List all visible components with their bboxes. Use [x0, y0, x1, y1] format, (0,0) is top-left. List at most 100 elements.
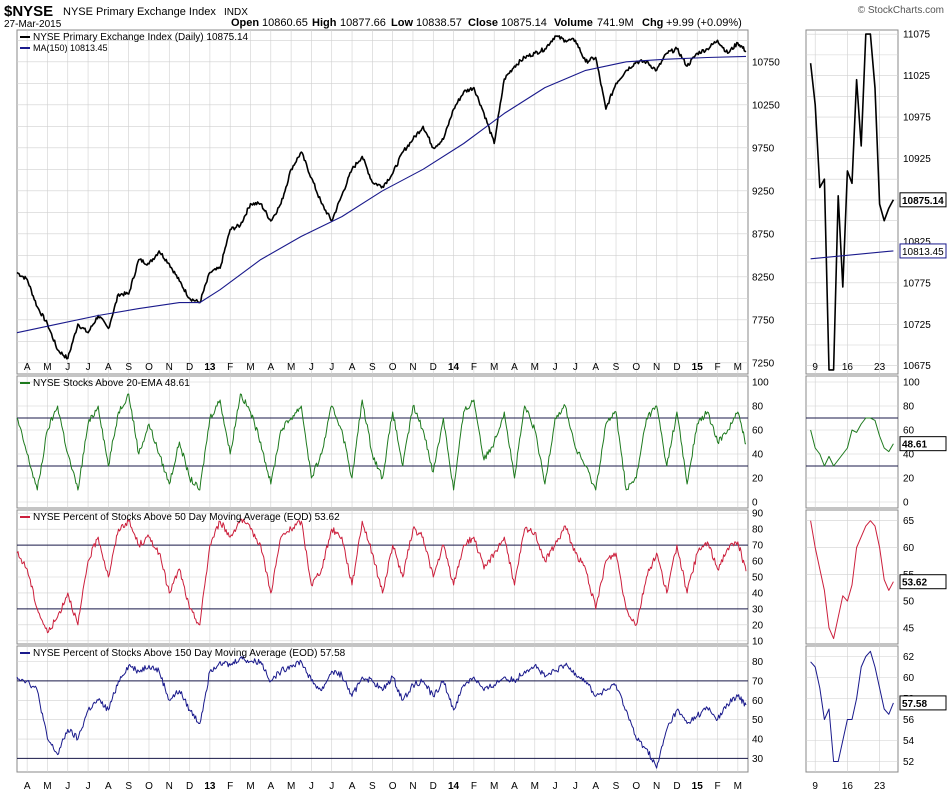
y-tick-label: 80 [752, 657, 764, 668]
x-tick-label-bottom: J [86, 781, 91, 792]
x-tick-label-bottom: D [430, 781, 437, 792]
zoom-panel-4: 52545658606257.58 [805, 645, 947, 773]
legend-label: NYSE Percent of Stocks Above 150 Day Mov… [33, 648, 346, 659]
main-panel-2: 0 20 40 60 80 100 NYSE Stocks Above 20-EMA 48.… [16, 375, 769, 509]
zoom-x-tick-label-top: 16 [842, 362, 854, 373]
exchange-label: INDX [224, 7, 248, 18]
series-line-nyse-stocks-above-20-ema [810, 417, 894, 467]
x-tick-label-top: S [613, 362, 620, 373]
y-tick-label: 70 [752, 676, 764, 687]
x-tick-label-bottom: S [125, 781, 132, 792]
x-tick-label-bottom: F [227, 781, 233, 792]
x-tick-label-top: O [389, 362, 397, 373]
y-tick-label: 10925 [903, 154, 931, 165]
zoom-x-tick-label-bottom: 23 [874, 781, 886, 792]
x-tick-label-top: A [105, 362, 112, 373]
x-tick-label-top: A [592, 362, 599, 373]
y-tick-label: 56 [903, 715, 915, 726]
last-value-badge [899, 436, 947, 452]
y-tick-label: 7750 [752, 315, 775, 326]
x-tick-label-bottom: O [389, 781, 397, 792]
panel-frame [805, 29, 899, 375]
chart-panels: 7250 7750 8250 8750 9250 9750 10250 10750 NYSE P… [16, 29, 947, 792]
panel-frame [805, 645, 899, 773]
x-tick-label-top: F [227, 362, 233, 373]
x-tick-label-top: J [86, 362, 91, 373]
x-tick-label-bottom: J [309, 781, 314, 792]
y-tick-label: 20 [752, 620, 764, 631]
x-tick-label-bottom: S [369, 781, 376, 792]
x-tick-label-top: M [43, 362, 51, 373]
y-tick-label: 10725 [903, 320, 931, 331]
close-value: 10875.14 [501, 17, 547, 29]
x-tick-label-top: A [511, 362, 518, 373]
y-tick-label: 100 [752, 378, 769, 389]
x-tick-label-bottom: M [490, 781, 498, 792]
series-line-nyse-primary-exchange-index-daily- [16, 35, 747, 360]
index-name-label: NYSE Primary Exchange Index [63, 6, 216, 18]
x-tick-label-top: A [267, 362, 274, 373]
last-value-label: 48.61 [902, 440, 927, 451]
x-tick-label-bottom: N [166, 781, 173, 792]
x-tick-label-bottom: M [246, 781, 254, 792]
last-value-badge [899, 243, 947, 259]
y-tick-label: 10750 [752, 57, 780, 68]
legend-label: NYSE Stocks Above 20-EMA 48.61 [33, 378, 190, 389]
zoom-x-tick-label-bottom: 16 [842, 781, 854, 792]
x-tick-label-bottom: A [592, 781, 599, 792]
volume-label: Volume [554, 17, 593, 29]
chg-value: +9.99 (+0.09%) [666, 17, 742, 29]
x-tick-label-top: A [349, 362, 356, 373]
x-tick-label-bottom: A [511, 781, 518, 792]
y-tick-label: 45 [903, 623, 915, 634]
zoom-x-tick-label-top: 9 [812, 362, 818, 373]
y-tick-label: 50 [752, 715, 764, 726]
chg-label: Chg [642, 17, 663, 29]
y-tick-label: 8250 [752, 272, 775, 283]
x-tick-label-bottom: N [653, 781, 660, 792]
x-tick-label-top: J [309, 362, 314, 373]
x-tick-label-top: M [734, 362, 742, 373]
x-tick-label-bottom: M [734, 781, 742, 792]
x-tick-label-top: 13 [204, 362, 216, 373]
y-tick-label: 10825 [903, 237, 931, 248]
x-tick-label-bottom: M [43, 781, 51, 792]
y-tick-label: 60 [903, 426, 915, 437]
series-line-nyse-stocks-above-20-ema [16, 393, 746, 491]
last-value-label: 53.62 [902, 578, 927, 589]
y-tick-label: 70 [752, 541, 764, 552]
main-x-axis: A A M M J J J J A A S S O O N N D D 13 13 F F M M A A M M J J J J A A S S O O… [24, 362, 742, 792]
x-tick-label-top: S [369, 362, 376, 373]
low-label: Low [391, 17, 413, 29]
x-tick-label-top: F [471, 362, 477, 373]
y-tick-label: 7250 [752, 358, 775, 369]
panel-frame [16, 645, 749, 773]
watermark-text: © StockCharts.com [858, 5, 944, 16]
series-line-nyse-percent-of-stocks-above-150-day-moving-average-eod- [810, 650, 894, 762]
y-tick-label: 0 [752, 498, 758, 509]
y-tick-label: 20 [903, 474, 915, 485]
x-tick-label-bottom: 15 [692, 781, 704, 792]
open-value: 10860.65 [262, 17, 308, 29]
y-tick-label: 60 [903, 673, 915, 684]
x-tick-label-bottom: O [632, 781, 640, 792]
x-tick-label-bottom: A [267, 781, 274, 792]
y-tick-label: 60 [752, 557, 764, 568]
y-tick-label: 60 [752, 696, 764, 707]
symbol-label: $NYSE [4, 3, 53, 20]
x-tick-label-top: D [430, 362, 437, 373]
x-tick-label-bottom: 13 [204, 781, 216, 792]
zoom-x-tick-label-top: 23 [874, 362, 886, 373]
legend-label: NYSE Percent of Stocks Above 50 Day Movi… [33, 512, 340, 523]
x-tick-label-top: F [714, 362, 720, 373]
x-tick-label-top: D [186, 362, 193, 373]
last-value-label: 10813.45 [902, 247, 944, 258]
y-tick-label: 80 [903, 402, 915, 413]
series-line-nyse-percent-of-stocks-above-50-day-moving-average-eod- [810, 520, 894, 640]
y-tick-label: 40 [752, 450, 764, 461]
y-tick-label: 8750 [752, 229, 775, 240]
y-tick-label: 9750 [752, 143, 775, 154]
x-tick-label-top: N [653, 362, 660, 373]
zoom-panel-1: 1067510725107751082510875109251097511025… [805, 29, 947, 375]
